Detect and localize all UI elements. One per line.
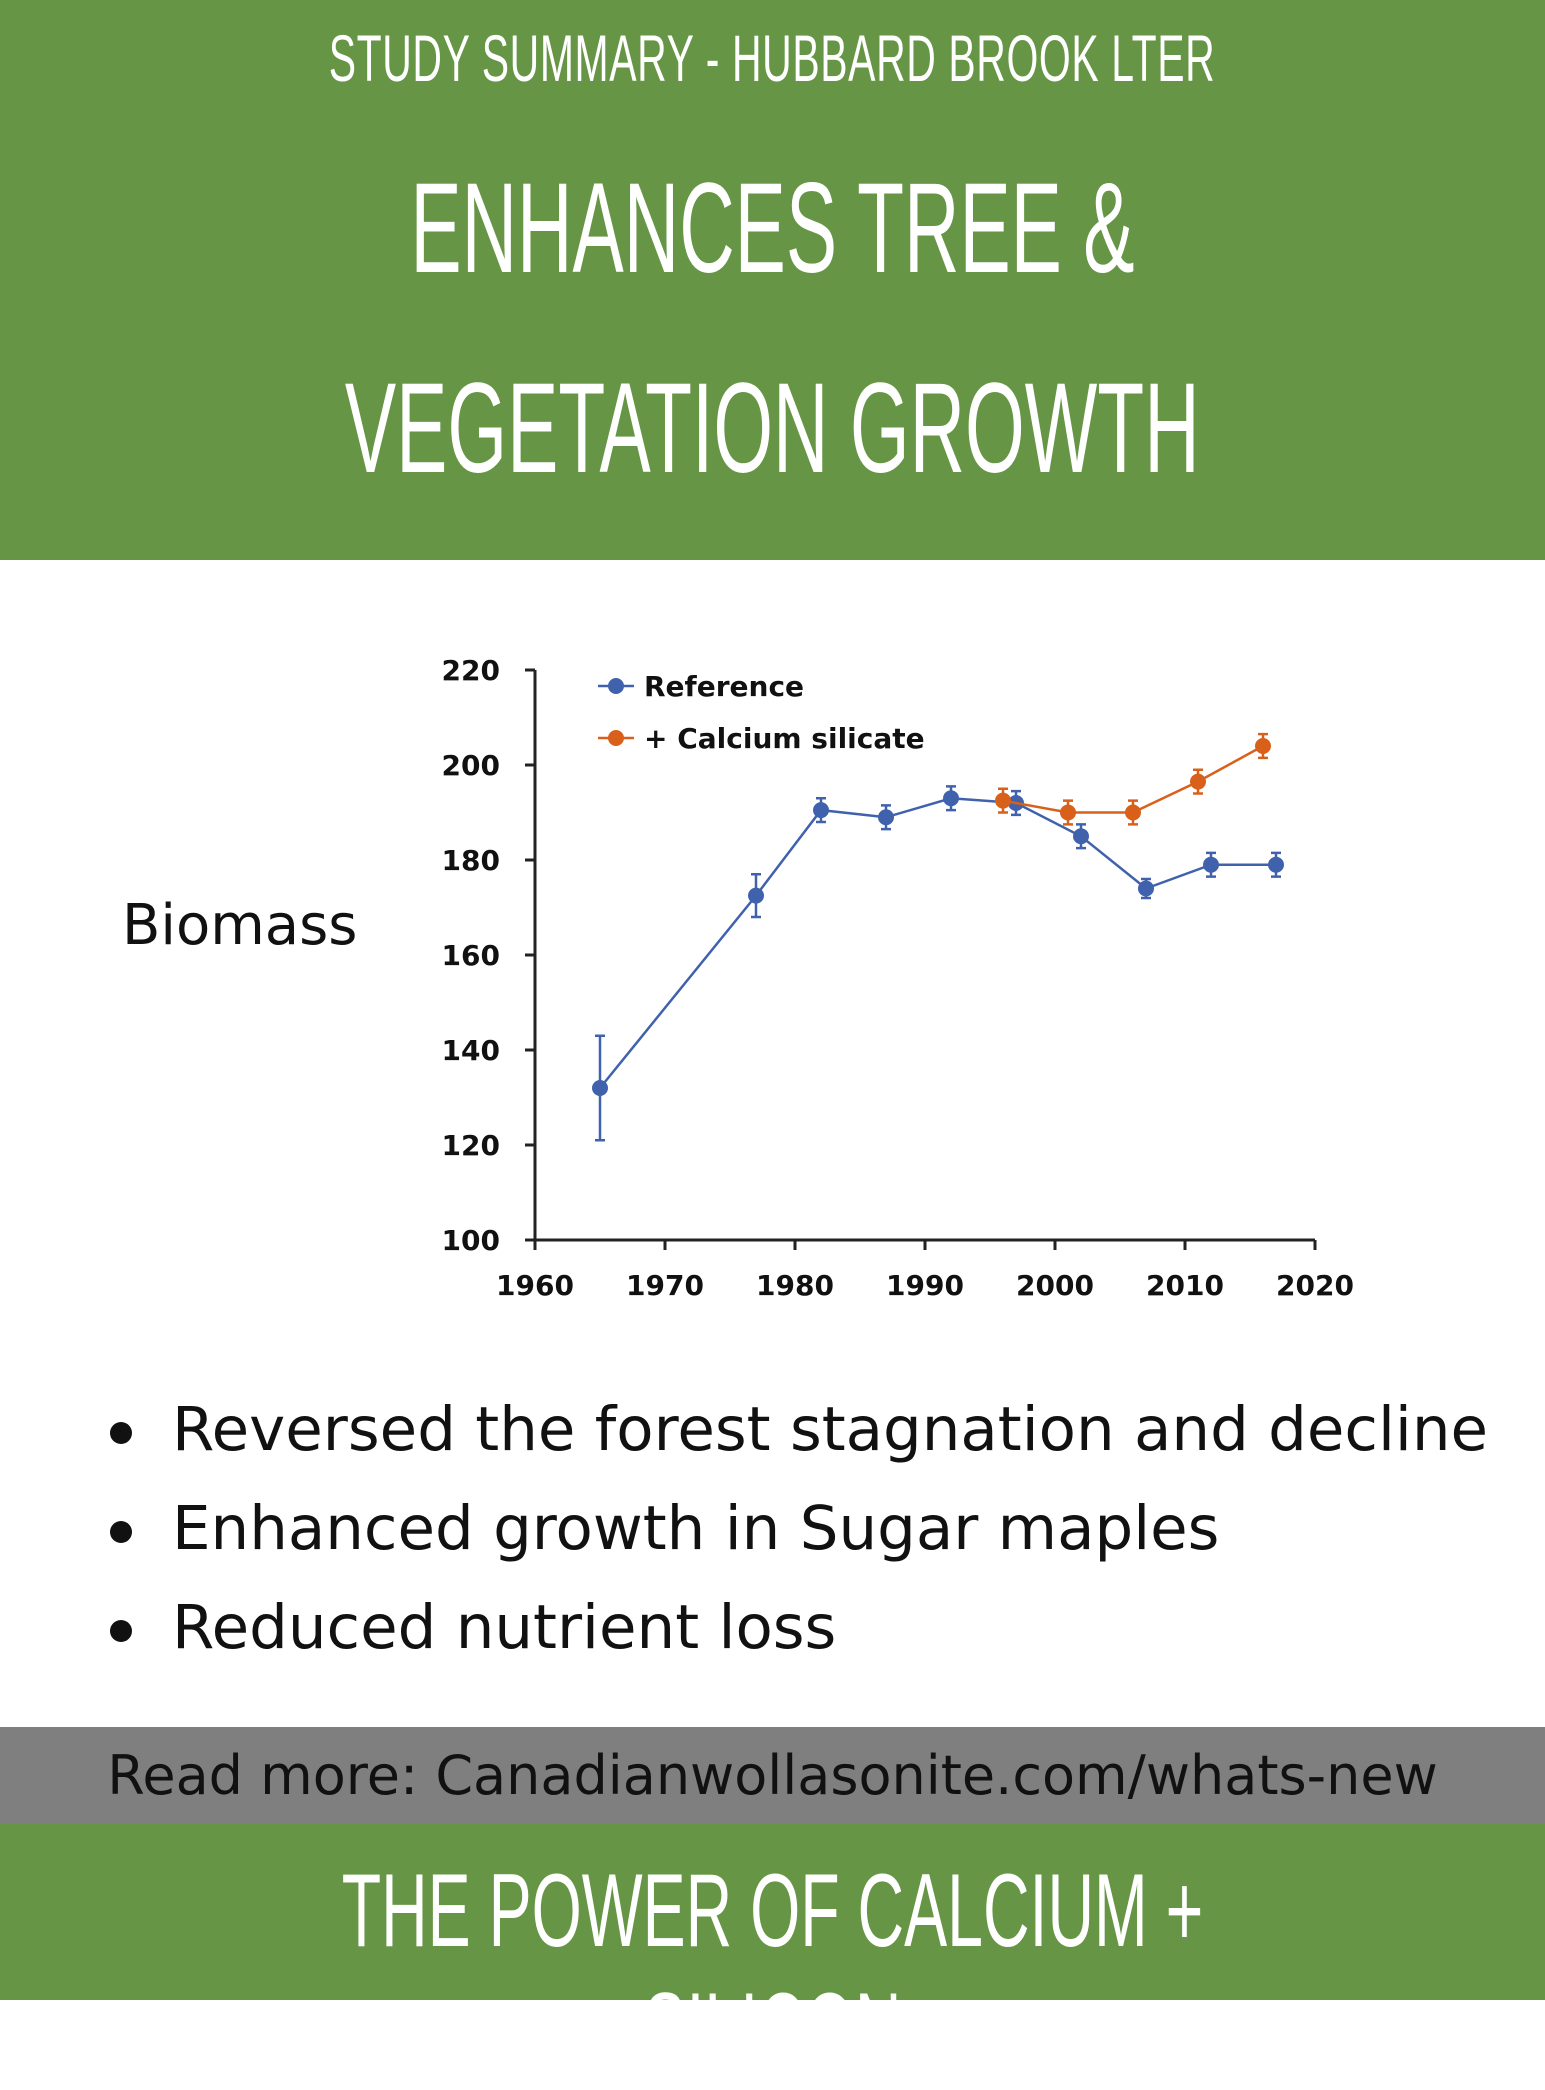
bullet-dot [110, 1422, 132, 1444]
data-point [1268, 856, 1284, 873]
data-point [1138, 880, 1154, 897]
subtitle-text: STUDY SUMMARY - HUBBARD BROOK LTER [329, 21, 1216, 95]
bullet-text: Reduced nutrient loss [172, 1592, 837, 1663]
read-more-bar: Read more: Canadianwollasonite.com/whats… [0, 1727, 1545, 1824]
y-tick-label: 220 [442, 654, 500, 687]
read-more-link[interactable]: Read more: Canadianwollasonite.com/whats… [107, 1744, 1438, 1807]
data-point [813, 802, 829, 819]
title-line-2-text: VEGETATION GROWTH [345, 357, 1200, 500]
header-banner: STUDY SUMMARY - HUBBARD BROOK LTER ENHAN… [0, 0, 1545, 560]
bullet-item: Reversed the forest stagnation and decli… [100, 1380, 1520, 1479]
bullet-text: Reversed the forest stagnation and decli… [172, 1394, 1489, 1465]
x-tick-label: 1960 [496, 1269, 574, 1302]
bullet-dot [110, 1620, 132, 1642]
biomass-chart: 100 120 140 160 180 200 220 1960 1970 1980 1990 200… [442, 654, 1354, 1302]
bullet-item: Enhanced growth in Sugar maples [100, 1479, 1520, 1578]
data-point [592, 1080, 608, 1096]
y-tick-label: 160 [442, 939, 500, 972]
data-point [995, 792, 1011, 809]
biomass-label: Biomass [122, 893, 358, 958]
data-point [748, 887, 764, 904]
data-point [1255, 738, 1271, 754]
series-line [599, 796, 1276, 1089]
legend-label: Reference [644, 670, 804, 703]
legend-marker [608, 730, 624, 746]
title-line-1: ENHANCES TREE & [0, 155, 1545, 302]
y-tick-label: 100 [442, 1224, 500, 1257]
y-tick-label: 140 [442, 1034, 500, 1067]
x-tick-label: 2000 [1016, 1269, 1094, 1302]
data-point [1060, 804, 1076, 821]
y-tick-label: 120 [442, 1129, 500, 1162]
bullet-dot [110, 1521, 132, 1543]
data-point [1073, 828, 1089, 845]
title-line-2: VEGETATION GROWTH [0, 355, 1545, 502]
x-tick-label: 1970 [626, 1269, 704, 1302]
legend-marker [608, 678, 624, 694]
data-point [1125, 804, 1141, 821]
data-point [878, 809, 894, 826]
legend-label: + Calcium silicate [644, 722, 925, 755]
bullet-text: Enhanced growth in Sugar maples [172, 1493, 1220, 1564]
footer-banner: THE POWER OF CALCIUM + SILICON [0, 1824, 1545, 2088]
data-point [1190, 773, 1206, 790]
data-point [943, 790, 959, 807]
bullet-item: Reduced nutrient loss [100, 1578, 1520, 1677]
data-point [1203, 856, 1219, 873]
bullet-list: Reversed the forest stagnation and decli… [100, 1380, 1520, 1677]
x-tick-label: 1990 [886, 1269, 964, 1302]
y-tick-label: 200 [442, 749, 500, 782]
y-tick-label: 180 [442, 844, 500, 877]
x-tick-label: 1980 [756, 1269, 834, 1302]
x-tick-label: 2020 [1276, 1269, 1354, 1302]
footer-tagline: THE POWER OF CALCIUM + SILICON [341, 1853, 1204, 2088]
x-tick-label: 2010 [1146, 1269, 1224, 1302]
title-line-1-text: ENHANCES TREE & [410, 157, 1135, 300]
study-subtitle: STUDY SUMMARY - HUBBARD BROOK LTER [0, 20, 1545, 96]
